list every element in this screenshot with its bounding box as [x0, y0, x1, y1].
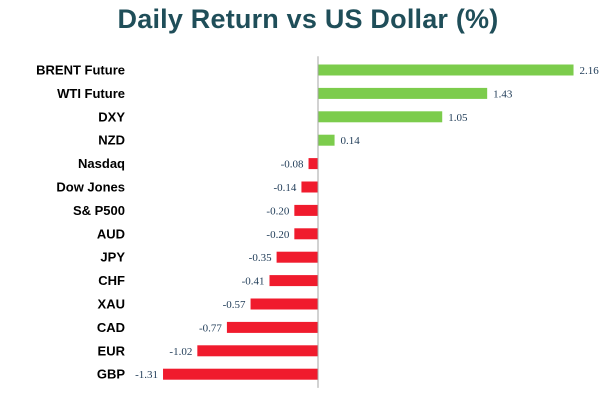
bar	[163, 368, 318, 380]
category-label: GBP	[97, 367, 126, 382]
bars-group: BRENT Future 2.16 WTI Future 1.43 DXY 1.05 NZD…	[36, 63, 599, 382]
bar	[269, 275, 318, 287]
value-label: -0.77	[199, 322, 222, 334]
bar	[250, 298, 318, 310]
category-label: Nasdaq	[78, 156, 125, 171]
value-label: 0.14	[341, 135, 361, 147]
value-label: 1.05	[448, 112, 468, 124]
bar	[318, 134, 335, 146]
bar	[197, 345, 318, 357]
category-label: XAU	[98, 297, 125, 312]
bar	[294, 228, 318, 240]
value-label: -0.20	[266, 205, 289, 217]
bar	[294, 204, 318, 216]
category-label: CHF	[98, 273, 125, 288]
chart-title: Daily Return vs US Dollar (%)	[117, 4, 499, 34]
value-label: -0.08	[281, 159, 304, 171]
value-label: 2.16	[580, 65, 600, 77]
category-label: AUD	[97, 226, 125, 241]
value-label: -0.41	[242, 276, 265, 288]
category-label: NZD	[98, 133, 125, 148]
value-label: -1.31	[135, 369, 158, 381]
value-label: -0.35	[249, 252, 272, 264]
bar	[276, 251, 318, 263]
category-label: CAD	[97, 320, 125, 335]
bar	[301, 181, 318, 193]
category-label: Dow Jones	[56, 180, 125, 195]
bar	[226, 321, 318, 333]
value-label: -0.20	[266, 229, 289, 241]
bar	[318, 111, 443, 123]
category-label: DXY	[98, 109, 125, 124]
value-label: -1.02	[169, 346, 192, 358]
bar	[318, 87, 488, 99]
bar	[318, 64, 574, 76]
value-label: -0.57	[223, 299, 246, 311]
bar	[308, 158, 318, 170]
category-label: BRENT Future	[36, 63, 125, 78]
category-label: JPY	[100, 250, 125, 265]
value-label: -0.14	[274, 182, 297, 194]
category-label: EUR	[98, 343, 126, 358]
value-label: 1.43	[493, 88, 513, 100]
category-label: WTI Future	[57, 86, 125, 101]
category-label: S& P500	[73, 203, 125, 218]
